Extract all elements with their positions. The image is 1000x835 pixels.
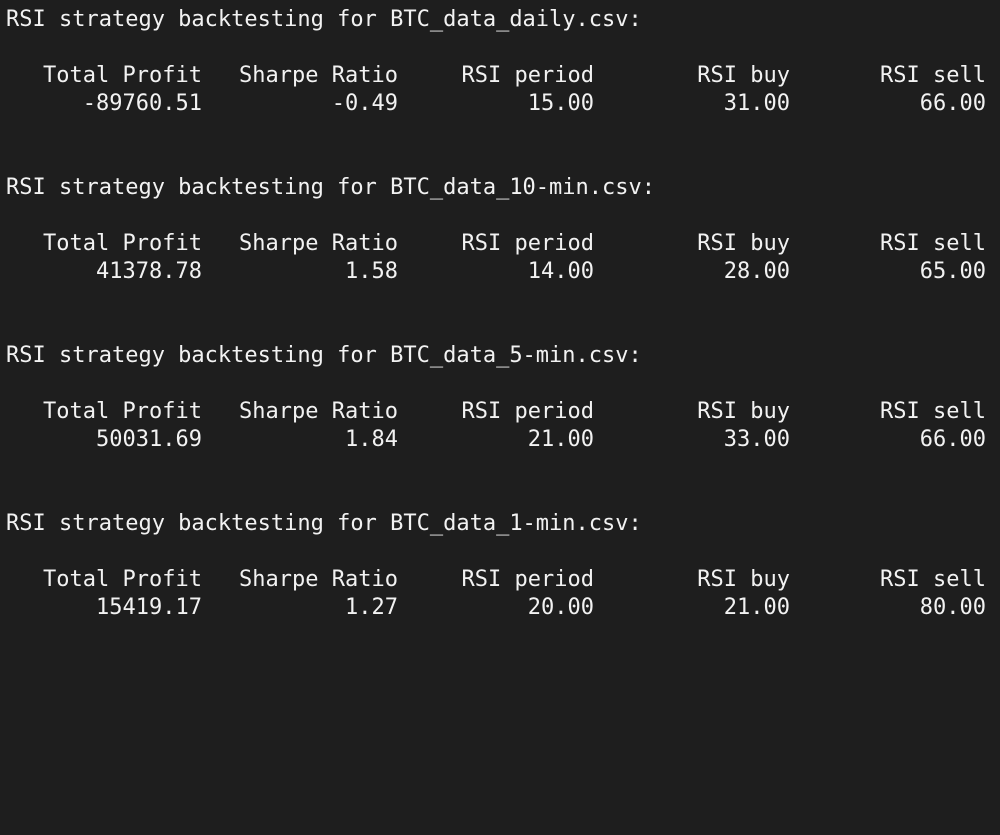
- column-header-rsi-period: RSI period: [461, 399, 594, 424]
- value-total-profit: 50031.69: [96, 427, 202, 452]
- backtest-heading: RSI strategy backtesting for BTC_data_da…: [6, 7, 642, 32]
- column-header-rsi-period: RSI period: [461, 567, 594, 592]
- value-rsi-buy: 28.00: [723, 259, 790, 284]
- value-rsi-sell: 66.00: [919, 91, 986, 116]
- column-header-total-profit: Total Profit: [43, 231, 202, 256]
- column-header-sharpe-ratio: Sharpe Ratio: [239, 399, 398, 424]
- value-total-profit: 15419.17: [96, 595, 202, 620]
- column-header-rsi-buy: RSI buy: [697, 63, 790, 88]
- value-rsi-period: 15.00: [527, 91, 594, 116]
- column-header-rsi-period: RSI period: [461, 231, 594, 256]
- value-rsi-sell: 65.00: [919, 259, 986, 284]
- column-header-sharpe-ratio: Sharpe Ratio: [239, 231, 398, 256]
- value-sharpe-ratio: 1.84: [345, 427, 398, 452]
- column-header-rsi-buy: RSI buy: [697, 399, 790, 424]
- backtest-heading: RSI strategy backtesting for BTC_data_10…: [6, 175, 656, 200]
- column-header-sharpe-ratio: Sharpe Ratio: [239, 567, 398, 592]
- value-sharpe-ratio: 1.27: [345, 595, 398, 620]
- value-rsi-period: 14.00: [527, 259, 594, 284]
- column-header-rsi-sell: RSI sell: [880, 567, 986, 592]
- value-rsi-buy: 31.00: [723, 91, 790, 116]
- value-sharpe-ratio: 1.58: [345, 259, 398, 284]
- column-header-rsi-sell: RSI sell: [880, 399, 986, 424]
- value-total-profit: -89760.51: [82, 91, 202, 116]
- column-header-total-profit: Total Profit: [43, 399, 202, 424]
- column-header-rsi-period: RSI period: [461, 63, 594, 88]
- column-header-total-profit: Total Profit: [43, 567, 202, 592]
- value-total-profit: 41378.78: [96, 259, 202, 284]
- backtest-heading: RSI strategy backtesting for BTC_data_1-…: [6, 511, 642, 536]
- backtest-block-daily: RSI strategy backtesting for BTC_data_da…: [0, 6, 1000, 146]
- backtest-block-10-min: RSI strategy backtesting for BTC_data_10…: [0, 174, 1000, 314]
- value-rsi-buy: 21.00: [723, 595, 790, 620]
- column-header-rsi-buy: RSI buy: [697, 567, 790, 592]
- column-header-total-profit: Total Profit: [43, 63, 202, 88]
- backtest-heading: RSI strategy backtesting for BTC_data_5-…: [6, 343, 642, 368]
- column-header-rsi-buy: RSI buy: [697, 231, 790, 256]
- terminal-output[interactable]: RSI strategy backtesting for BTC_data_da…: [0, 0, 1000, 628]
- value-rsi-sell: 80.00: [919, 595, 986, 620]
- value-rsi-sell: 66.00: [919, 427, 986, 452]
- backtest-block-5-min: RSI strategy backtesting for BTC_data_5-…: [0, 342, 1000, 482]
- value-rsi-buy: 33.00: [723, 427, 790, 452]
- column-header-rsi-sell: RSI sell: [880, 231, 986, 256]
- value-rsi-period: 20.00: [527, 595, 594, 620]
- column-header-rsi-sell: RSI sell: [880, 63, 986, 88]
- column-header-sharpe-ratio: Sharpe Ratio: [239, 63, 398, 88]
- value-rsi-period: 21.00: [527, 427, 594, 452]
- value-sharpe-ratio: -0.49: [331, 91, 398, 116]
- backtest-block-1-min: RSI strategy backtesting for BTC_data_1-…: [0, 510, 1000, 650]
